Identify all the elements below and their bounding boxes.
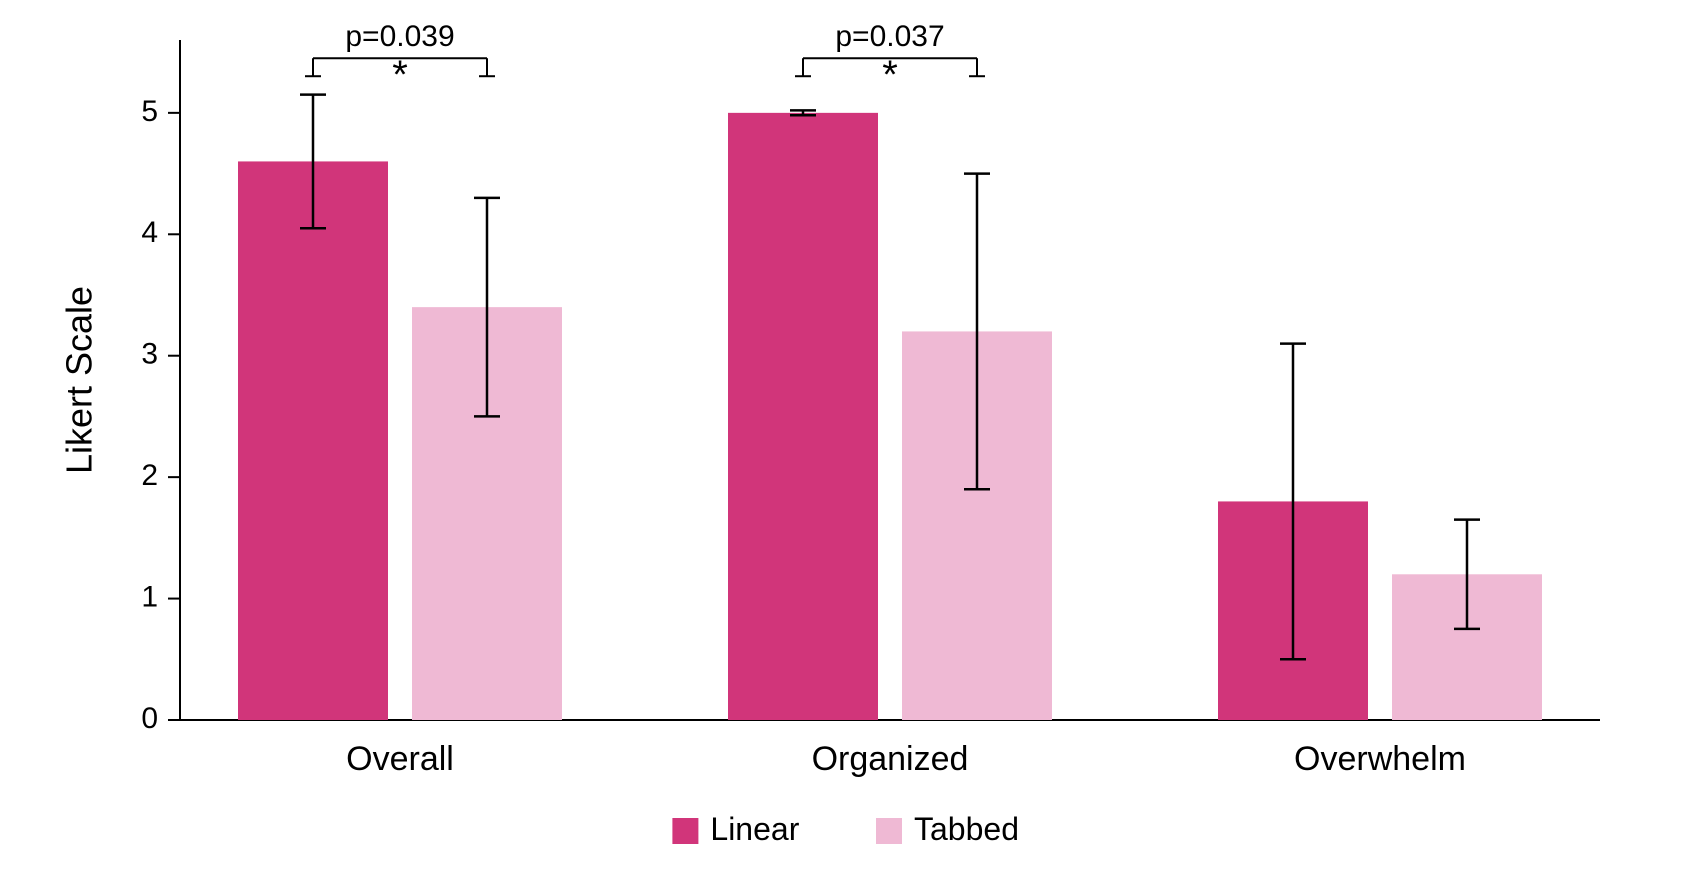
sig-label-organized: p=0.037 (835, 20, 944, 53)
x-category-label-overwhelm: Overwhelm (1294, 740, 1466, 778)
bar-overall-linear (238, 161, 388, 720)
y-axis-title: Likert Scale (59, 286, 100, 474)
y-tick-label: 5 (141, 95, 158, 128)
y-tick-label: 4 (141, 216, 158, 249)
bar-organized-linear (728, 113, 878, 720)
sig-label-overall: p=0.039 (345, 20, 454, 53)
y-tick-label: 1 (141, 580, 158, 613)
sig-star-overall: * (392, 53, 408, 97)
y-tick-label: 2 (141, 459, 158, 492)
y-tick-label: 3 (141, 338, 158, 371)
x-category-label-overall: Overall (346, 740, 454, 778)
legend-swatch-tabbed (876, 818, 902, 844)
sig-star-organized: * (882, 53, 898, 97)
x-category-label-organized: Organized (812, 740, 969, 778)
y-tick-label: 0 (141, 702, 158, 735)
legend-label-tabbed: Tabbed (914, 811, 1019, 847)
legend-label-linear: Linear (710, 811, 799, 847)
legend-swatch-linear (672, 818, 698, 844)
likert-bar-chart: 0 1 2 3 4 5 Likert Scale Overall Organized Overwh… (0, 0, 1692, 874)
